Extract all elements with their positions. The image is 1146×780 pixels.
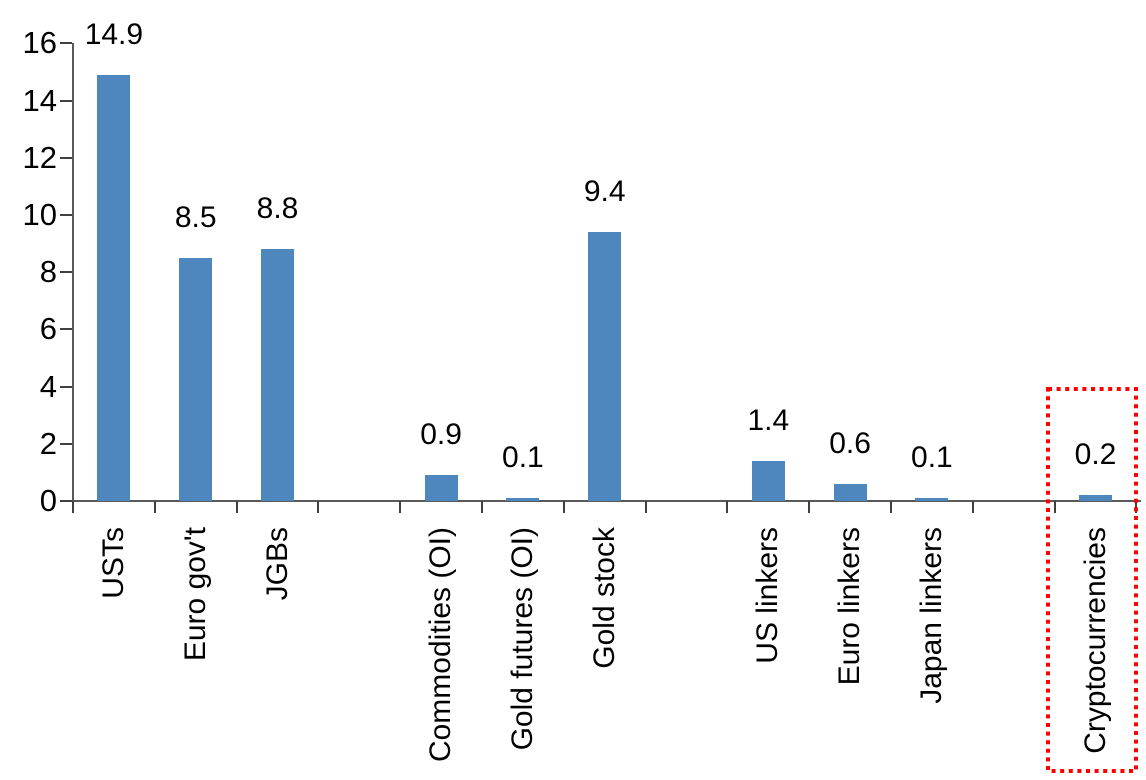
y-tick-label-2: 2 [39,425,57,461]
x-tick [644,501,647,513]
category-label-us-linkers: US linkers [747,527,789,775]
bar-gold-futures-oi [506,498,540,501]
value-label-euro-gov-t: 8.5 [174,200,217,234]
x-tick [562,501,565,513]
category-label-text: USTs [96,527,130,599]
y-tick-label-14: 14 [22,82,57,118]
bar-usts [97,74,131,501]
y-tick [60,271,72,274]
x-tick [235,501,238,513]
x-tick [481,501,483,513]
bar-euro-linkers [833,483,867,501]
value-label-commodities-oi: 0.9 [420,418,462,452]
highlight-dotted-rectangle [1046,387,1138,773]
y-tick-label-12: 12 [22,139,57,175]
bar-jgbs [261,249,294,501]
category-label-japan-linkers: Japan linkers [911,527,953,775]
value-label-gold-futures-oi: 0.1 [502,441,544,475]
category-label-euro-linkers: Euro linkers [829,527,871,775]
x-tick [399,501,402,513]
y-tick [60,328,72,331]
bar-euro-gov-t [179,257,213,501]
bar-japan-linkers [915,498,949,501]
x-tick [808,501,811,513]
highlight-box [1046,387,1138,778]
y-tick-label-4: 4 [39,368,57,404]
category-label-text: US linkers [751,527,785,664]
y-tick [60,385,72,388]
category-label-text: Gold stock [587,527,621,669]
x-tick [1135,501,1138,513]
value-label-cryptocurrencies: 0.2 [1074,438,1117,472]
value-label-gold-stock: 9.4 [583,175,626,209]
category-label-text: Japan linkers [914,527,948,704]
value-label-jgbs: 8.8 [256,192,299,226]
x-tick [72,501,74,513]
category-label-text: Euro gov't [178,527,212,662]
y-tick [60,442,72,445]
x-tick [971,501,974,513]
category-label-commodities-oi: Commodities (OI) [420,527,462,775]
category-label-gold-stock: Gold stock [584,527,626,775]
category-label-gold-futures-oi: Gold futures (OI) [502,527,544,775]
y-tick-label-10: 10 [22,197,57,232]
y-tick [60,42,72,45]
category-label-text: Commodities (OI) [424,527,458,763]
y-tick [60,500,72,502]
x-axis [72,500,1141,502]
y-tick-label-16: 16 [22,25,57,61]
y-tick [60,214,72,216]
y-tick-label-8: 8 [39,254,57,290]
bar-commodities-oi [424,475,458,501]
y-axis [72,43,74,513]
value-label-usts: 14.9 [84,17,144,51]
x-tick [153,501,156,513]
bar-cryptocurrencies [1079,495,1112,501]
category-label-text: JGBs [260,527,294,601]
y-tick [60,99,72,102]
category-label-euro-gov-t: Euro gov't [175,527,217,775]
category-label-text: Gold futures (OI) [505,527,539,751]
category-label-text: Euro linkers [833,527,867,686]
bar-us-linkers [751,460,785,501]
y-tick-label-0: 0 [39,483,57,518]
category-label-usts: USTs [93,527,135,775]
value-label-euro-linkers: 0.6 [829,426,871,460]
y-tick-label-6: 6 [39,311,57,347]
value-label-japan-linkers: 0.1 [911,441,953,475]
x-tick [317,501,320,513]
x-tick [1053,501,1056,513]
category-label-jgbs: JGBs [257,527,299,775]
x-tick [726,501,729,513]
x-tick [890,501,892,513]
y-tick [60,156,72,159]
bar-gold-stock [588,232,622,501]
value-label-us-linkers: 1.4 [747,403,790,437]
